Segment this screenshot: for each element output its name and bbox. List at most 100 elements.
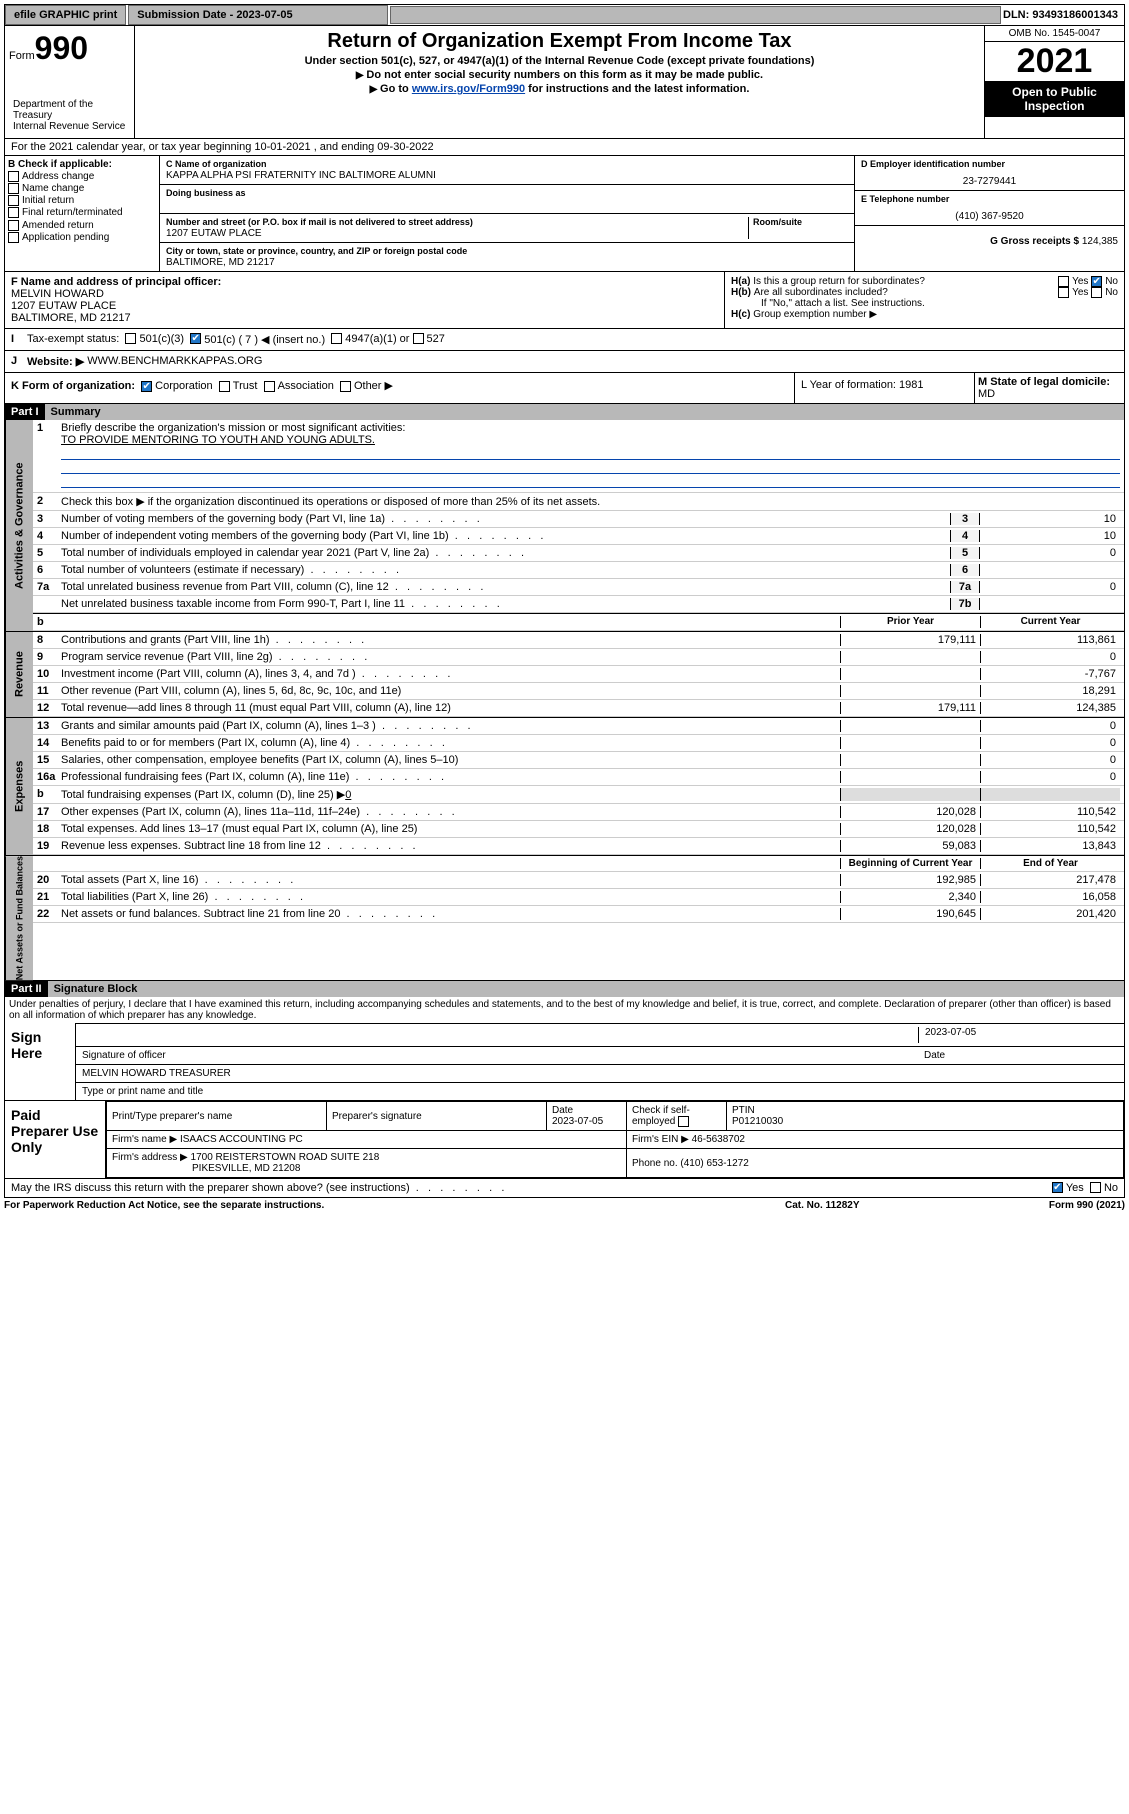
p18: 120,028 <box>840 823 980 835</box>
i-501c[interactable]: ✔ <box>190 333 201 344</box>
page-title: Return of Organization Exempt From Incom… <box>139 30 980 53</box>
b21: 2,340 <box>840 891 980 903</box>
chk-address-label: Address change <box>22 171 94 182</box>
l12: Total revenue—add lines 8 through 11 (mu… <box>61 702 840 714</box>
k-other[interactable] <box>340 381 351 392</box>
l8: Contributions and grants (Part VIII, lin… <box>61 634 840 646</box>
c11: 18,291 <box>980 685 1120 697</box>
l2: Check this box ▶ if the organization dis… <box>61 495 1120 508</box>
footer-mid: Cat. No. 11282Y <box>785 1200 985 1211</box>
subtitle-1: Under section 501(c), 527, or 4947(a)(1)… <box>139 55 980 67</box>
sign-here-label: Sign Here <box>5 1023 75 1100</box>
e-label: E Telephone number <box>861 194 949 204</box>
g-label: G Gross receipts $ <box>990 236 1079 247</box>
v7b <box>980 598 1120 610</box>
declaration-text: Under penalties of perjury, I declare th… <box>4 997 1125 1023</box>
irs-link[interactable]: www.irs.gov/Form990 <box>412 83 525 95</box>
org-street: 1207 EUTAW PLACE <box>166 228 262 239</box>
b-label: B Check if applicable: <box>8 159 112 170</box>
self-employed-check[interactable] <box>678 1116 689 1127</box>
ha-yes[interactable] <box>1058 276 1069 287</box>
submission-date-button[interactable]: Submission Date - 2023-07-05 <box>128 5 388 25</box>
firm-ein: 46-5638702 <box>692 1134 745 1145</box>
k-trust-label: Trust <box>233 380 258 392</box>
gross-receipts: 124,385 <box>1082 236 1118 247</box>
i-501c-label: 501(c) ( 7 ) ◀ (insert no.) <box>204 333 325 346</box>
i-501c3-label: 501(c)(3) <box>139 333 184 346</box>
l15: Salaries, other compensation, employee b… <box>61 754 840 766</box>
l16b: Total fundraising expenses (Part IX, col… <box>61 789 345 801</box>
efile-print-button[interactable]: efile GRAPHIC print <box>5 5 126 25</box>
firm-addr-label: Firm's address ▶ <box>112 1152 188 1163</box>
p19: 59,083 <box>840 840 980 852</box>
l14: Benefits paid to or for members (Part IX… <box>61 737 840 749</box>
hb-no[interactable] <box>1091 287 1102 298</box>
p17: 120,028 <box>840 806 980 818</box>
firm-addr2: PIKESVILLE, MD 21208 <box>112 1163 300 1174</box>
i-501c3[interactable] <box>125 333 136 344</box>
addr-label: Number and street (or P.O. box if mail i… <box>166 217 473 227</box>
m-value: MD <box>978 388 995 400</box>
l22: Net assets or fund balances. Subtract li… <box>61 908 840 920</box>
p9 <box>840 651 980 663</box>
k-trust[interactable] <box>219 381 230 392</box>
sig-date-label: Date <box>918 1050 1118 1061</box>
v4: 10 <box>980 530 1120 542</box>
sig-officer-label: Signature of officer <box>82 1050 918 1061</box>
chk-address[interactable] <box>8 171 19 182</box>
v7a: 0 <box>980 581 1120 593</box>
e20: 217,478 <box>980 874 1120 886</box>
v6 <box>980 564 1120 576</box>
l-year: L Year of formation: 1981 <box>794 373 974 403</box>
part1-title: Summary <box>45 404 1124 420</box>
i-4947[interactable] <box>331 333 342 344</box>
l11: Other revenue (Part VIII, column (A), li… <box>61 685 840 697</box>
org-name: KAPPA ALPHA PSI FRATERNITY INC BALTIMORE… <box>166 170 436 181</box>
chk-initial[interactable] <box>8 195 19 206</box>
chk-amended[interactable] <box>8 220 19 231</box>
l9: Program service revenue (Part VIII, line… <box>61 651 840 663</box>
prep-name-hdr: Print/Type preparer's name <box>107 1102 327 1131</box>
k-label: K Form of organization: <box>11 380 135 392</box>
k-assoc[interactable] <box>264 381 275 392</box>
c13: 0 <box>980 720 1120 732</box>
l18: Total expenses. Add lines 13–17 (must eq… <box>61 823 840 835</box>
officer-addr2: BALTIMORE, MD 21217 <box>11 312 131 324</box>
v3: 10 <box>980 513 1120 525</box>
mission-line <box>61 462 1120 474</box>
hdr-curr: Current Year <box>980 616 1120 628</box>
discuss-no[interactable] <box>1090 1182 1101 1193</box>
c10: -7,767 <box>980 668 1120 680</box>
l17: Other expenses (Part IX, column (A), lin… <box>61 806 840 818</box>
footer-left: For Paperwork Reduction Act Notice, see … <box>4 1200 785 1211</box>
hdr-beg: Beginning of Current Year <box>840 858 980 869</box>
ptin-label: PTIN <box>732 1105 755 1116</box>
c18: 110,542 <box>980 823 1120 835</box>
firm-phone: (410) 653-1272 <box>680 1158 748 1169</box>
hb-yes[interactable] <box>1058 287 1069 298</box>
officer-name-label: Type or print name and title <box>76 1083 1124 1100</box>
b22: 190,645 <box>840 908 980 920</box>
discuss-yes[interactable]: ✔ <box>1052 1182 1063 1193</box>
c14: 0 <box>980 737 1120 749</box>
section-b-checks: B Check if applicable: Address change Na… <box>5 156 160 271</box>
p12: 179,111 <box>840 702 980 714</box>
prep-date-hdr: Date <box>552 1105 573 1116</box>
i-527[interactable] <box>413 333 424 344</box>
discuss-no-label: No <box>1104 1182 1118 1194</box>
i-4947-label: 4947(a)(1) or <box>345 333 409 346</box>
k-corp[interactable]: ✔ <box>141 381 152 392</box>
m-label: M State of legal domicile: <box>978 376 1110 388</box>
firm-name: ISAACS ACCOUNTING PC <box>180 1134 303 1145</box>
chk-final[interactable] <box>8 207 19 218</box>
ha-label: Is this a group return for subordinates? <box>753 276 1058 287</box>
chk-name[interactable] <box>8 183 19 194</box>
l21: Total liabilities (Part X, line 26) <box>61 891 840 903</box>
hdr-end: End of Year <box>980 858 1120 869</box>
chk-amended-label: Amended return <box>22 220 94 231</box>
chk-pending[interactable] <box>8 232 19 243</box>
side-revenue: Revenue <box>5 632 33 717</box>
mission-line <box>61 476 1120 488</box>
ha-no[interactable]: ✔ <box>1091 276 1102 287</box>
j-label: Website: ▶ <box>27 355 84 368</box>
